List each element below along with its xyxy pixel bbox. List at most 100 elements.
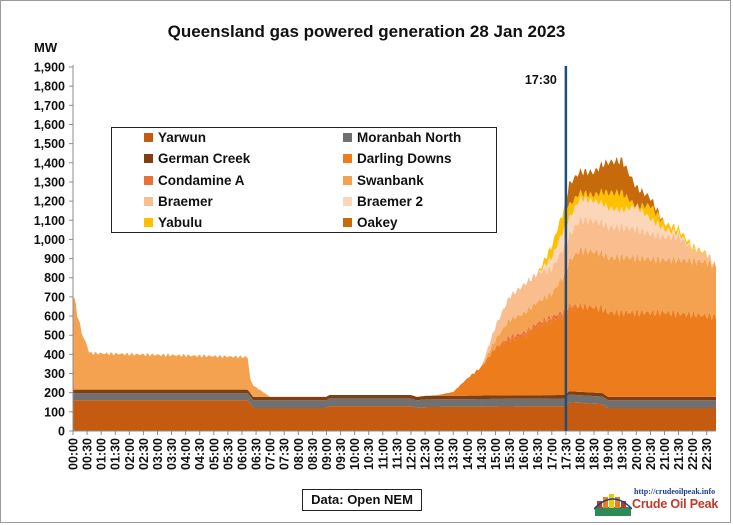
legend-swatch <box>144 133 153 142</box>
x-tick-label: 16:00 <box>517 438 531 470</box>
y-tick-label: 1,300 <box>34 175 65 189</box>
x-tick-label: 09:30 <box>334 438 348 470</box>
x-tick-label: 03:00 <box>151 438 165 470</box>
x-tick-label: 14:30 <box>475 438 489 470</box>
legend-label: Swanbank <box>357 172 424 188</box>
area-series-group <box>73 156 716 431</box>
x-tick-label: 04:30 <box>193 438 207 470</box>
x-tick-label: 04:00 <box>179 438 193 470</box>
legend-item: Condamine A <box>144 172 245 190</box>
legend-swatch <box>144 175 153 185</box>
legend-label: German Creek <box>158 151 251 167</box>
legend-swatch <box>343 133 352 142</box>
x-tick-label: 07:30 <box>278 438 292 470</box>
x-tick-label: 00:30 <box>81 438 95 470</box>
legend-label: Yabulu <box>158 215 203 231</box>
legend-label: Oakey <box>357 215 398 231</box>
legend-item: Oakey <box>343 214 398 232</box>
x-tick-label: 08:00 <box>292 438 306 470</box>
x-tick-label: 01:30 <box>109 438 123 470</box>
area-series-yabulu <box>73 188 716 397</box>
x-tick-label: 06:30 <box>250 438 264 470</box>
x-tick-label: 20:30 <box>644 438 658 470</box>
area-series-darling-downs <box>73 301 716 397</box>
source-label: Data: Open NEM <box>302 489 422 511</box>
legend-label: Braemer 2 <box>357 193 424 209</box>
y-tick-label: 300 <box>44 367 65 381</box>
x-tick-label: 06:00 <box>235 438 249 470</box>
x-tick-label: 11:30 <box>390 438 404 469</box>
x-tick-label: 07:00 <box>264 438 278 470</box>
y-tick-label: 1,700 <box>34 99 65 113</box>
legend-item: Braemer <box>144 193 213 211</box>
x-tick-label: 12:00 <box>404 438 418 470</box>
area-series-yarwun <box>73 400 716 431</box>
x-tick-label: 02:30 <box>137 438 151 470</box>
y-tick-label: 1,600 <box>34 118 65 132</box>
y-tick-label: 1,200 <box>34 195 65 209</box>
y-tick-label: 100 <box>44 405 65 419</box>
x-tick-label: 02:00 <box>123 438 137 470</box>
y-tick-label: 1,800 <box>34 80 65 94</box>
legend-item: Swanbank <box>343 172 424 190</box>
x-tick-label: 05:30 <box>221 438 235 470</box>
x-tick-label: 01:00 <box>95 438 109 470</box>
x-tick-label: 17:00 <box>545 438 559 470</box>
x-tick-label: 00:00 <box>67 438 81 470</box>
x-tick-label: 19:30 <box>616 438 630 470</box>
x-ticks-group: 00:00 00:30 01:00 01:30 02:00 02:30 03:00 03:30… <box>67 431 714 470</box>
x-tick-label: 10:00 <box>348 438 362 470</box>
x-tick-label: 16:30 <box>531 438 545 470</box>
y-tick-label: 1,500 <box>34 137 65 151</box>
annotation-label: 17:30 <box>525 73 557 87</box>
y-tick-label: 600 <box>44 310 65 324</box>
legend-item: Moranbah North <box>343 129 461 147</box>
y-tick-label: 1,900 <box>34 61 65 75</box>
x-tick-label: 13:00 <box>433 438 447 470</box>
legend: Yarwun Moranbah North German Creek Darling … <box>111 127 497 233</box>
chart-title: Queensland gas powered generation 28 Jan… <box>167 22 566 41</box>
x-tick-label: 22:00 <box>686 438 700 470</box>
x-tick-label: 21:30 <box>672 438 686 470</box>
x-tick-label: 22:30 <box>700 438 714 470</box>
logo-url: http://crudeoilpeak.info <box>634 487 716 496</box>
y-tick-label: 500 <box>44 329 65 343</box>
x-tick-label: 14:00 <box>461 438 475 470</box>
legend-swatch <box>343 154 352 164</box>
legend-swatch <box>144 218 153 228</box>
y-tick-label: 0 <box>58 425 65 439</box>
y-tick-label: 700 <box>44 290 65 304</box>
x-tick-label: 05:00 <box>207 438 221 470</box>
legend-item: Darling Downs <box>343 150 452 168</box>
y-tick-label: 1,100 <box>34 214 65 228</box>
legend-item: Braemer 2 <box>343 193 423 211</box>
legend-swatch <box>343 218 352 228</box>
y-ticks-group: 0 100 200 300 400 500 600 700 800 900 1,000 1,100 1,… <box>34 61 73 439</box>
x-tick-label: 08:30 <box>306 438 320 470</box>
y-tick-label: 1,400 <box>34 156 65 170</box>
x-tick-label: 19:00 <box>602 438 616 470</box>
x-tick-label: 12:30 <box>419 438 433 470</box>
legend-label: Darling Downs <box>357 151 452 167</box>
y-tick-label: 1,000 <box>34 233 65 247</box>
y-tick-label: 800 <box>44 271 65 285</box>
x-tick-label: 18:30 <box>588 438 602 470</box>
legend-swatch <box>144 196 153 206</box>
area-series-swanbank <box>73 246 716 397</box>
logo-graphic-icon <box>594 494 632 516</box>
x-tick-label: 10:30 <box>362 438 376 470</box>
x-tick-label: 18:00 <box>573 438 587 470</box>
legend-swatch <box>343 175 352 185</box>
legend-swatch <box>144 154 153 164</box>
legend-label: Yarwun <box>158 130 207 145</box>
legend-label: Condamine A <box>158 172 245 188</box>
legend-label: Braemer <box>158 193 213 209</box>
x-tick-label: 13:30 <box>447 438 461 470</box>
logo-name: Crude Oil Peak <box>632 497 719 511</box>
legend-swatch <box>343 196 352 206</box>
legend-item: German Creek <box>144 150 250 168</box>
x-tick-label: 21:00 <box>658 438 672 470</box>
area-series-moranbah-north <box>73 393 716 408</box>
legend-item: Yabulu <box>144 214 202 232</box>
